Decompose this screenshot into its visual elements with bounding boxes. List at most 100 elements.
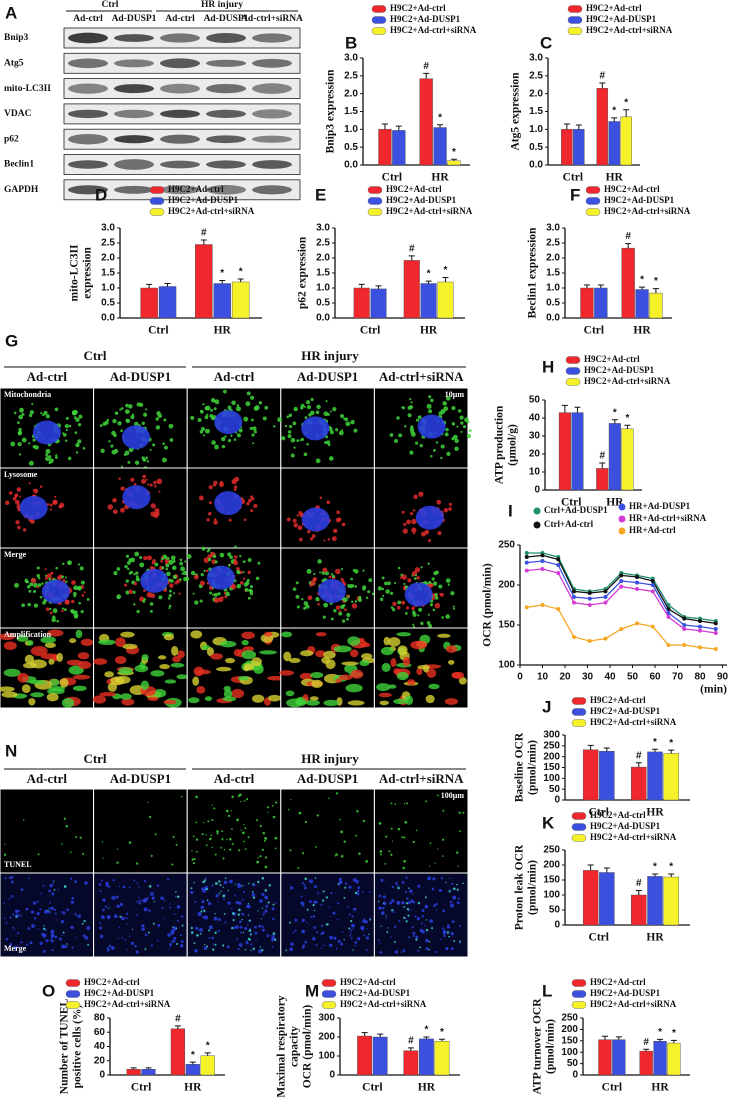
signal	[171, 565, 177, 571]
signal	[172, 835, 175, 838]
data-point	[635, 575, 639, 579]
signal	[272, 934, 275, 938]
signal	[17, 431, 22, 436]
signal	[172, 560, 176, 563]
signal	[259, 946, 262, 948]
data-point	[603, 589, 608, 594]
y-tick-label: 3.0	[529, 53, 543, 64]
error-bar	[625, 243, 632, 249]
signal	[99, 890, 102, 893]
signal	[51, 572, 54, 575]
signal	[54, 495, 57, 499]
legend-label: H9C2+Ad-ctrl+siRNA	[590, 832, 677, 842]
signal	[172, 939, 176, 943]
signal	[325, 896, 329, 899]
signal	[231, 907, 233, 910]
signal	[204, 915, 209, 920]
signal	[418, 491, 424, 497]
signal	[302, 852, 305, 855]
y-tick-label: 30	[529, 431, 541, 442]
signal	[210, 398, 216, 403]
lane-label: Ad-ctrl+siRNA	[241, 14, 303, 24]
signal	[301, 882, 304, 885]
data-point	[682, 623, 687, 627]
signal	[292, 587, 297, 591]
signal	[77, 423, 82, 427]
y-tick-label: 3.0	[344, 53, 358, 64]
signal	[112, 509, 118, 515]
signal	[202, 915, 205, 919]
signal	[47, 629, 64, 637]
signal	[147, 696, 159, 701]
signal	[64, 576, 67, 579]
signal	[336, 902, 339, 905]
y-tick-label: 200	[498, 580, 515, 591]
y-axis-label: Beclin1 expression	[527, 227, 539, 318]
signal	[195, 838, 199, 841]
signal	[350, 419, 355, 425]
signal	[386, 931, 389, 933]
signal	[257, 561, 261, 565]
legend-swatch	[585, 208, 601, 216]
signal	[264, 405, 269, 410]
error-bar	[623, 109, 630, 117]
signal	[340, 568, 344, 571]
signal	[353, 428, 358, 433]
error-bar	[668, 749, 675, 754]
legend-marker	[618, 527, 626, 535]
signal	[227, 814, 231, 818]
signal	[330, 617, 334, 621]
signal	[125, 917, 128, 920]
significance-mark: *	[206, 1041, 210, 1052]
signal	[458, 677, 467, 685]
signal	[405, 920, 408, 923]
signal	[440, 456, 443, 460]
signal	[409, 908, 412, 911]
signal	[75, 836, 78, 839]
significance-mark: *	[624, 97, 628, 108]
signal	[308, 900, 312, 904]
signal	[169, 906, 172, 909]
blot-band	[160, 58, 200, 69]
signal	[141, 924, 145, 928]
bar	[561, 129, 573, 166]
signal	[411, 606, 415, 611]
bar	[353, 287, 370, 319]
signal	[46, 693, 59, 702]
signal	[401, 574, 407, 580]
signal	[251, 893, 256, 897]
panel-letter: D	[95, 185, 107, 204]
signal	[113, 571, 118, 576]
signal	[130, 415, 135, 420]
y-tick-label: 1.0	[316, 283, 330, 294]
signal	[454, 438, 459, 444]
nucleus	[318, 578, 347, 603]
signal	[29, 410, 34, 415]
signal	[424, 529, 430, 535]
signal	[14, 494, 18, 498]
error-bar	[381, 123, 388, 130]
signal	[112, 498, 117, 503]
y-tick-label: 0	[534, 485, 540, 496]
signal	[190, 887, 193, 890]
signal	[430, 398, 434, 403]
signal	[244, 948, 247, 951]
legend-swatch	[565, 378, 581, 386]
signal	[441, 855, 444, 857]
signal	[162, 442, 166, 446]
signal	[243, 663, 255, 671]
signal	[126, 567, 130, 571]
legend-label: H9C2+Ad-DUSP1	[84, 988, 155, 998]
signal	[305, 699, 320, 706]
signal	[326, 500, 331, 505]
signal	[388, 637, 401, 647]
significance-mark: #	[643, 1037, 649, 1048]
signal	[261, 925, 264, 928]
legend-label: HR+Ad-DUSP1	[629, 501, 691, 511]
signal	[218, 918, 222, 922]
signal	[414, 567, 421, 573]
signal	[80, 638, 94, 647]
signal	[317, 892, 320, 895]
bar	[653, 1041, 667, 1076]
signal	[341, 522, 346, 527]
